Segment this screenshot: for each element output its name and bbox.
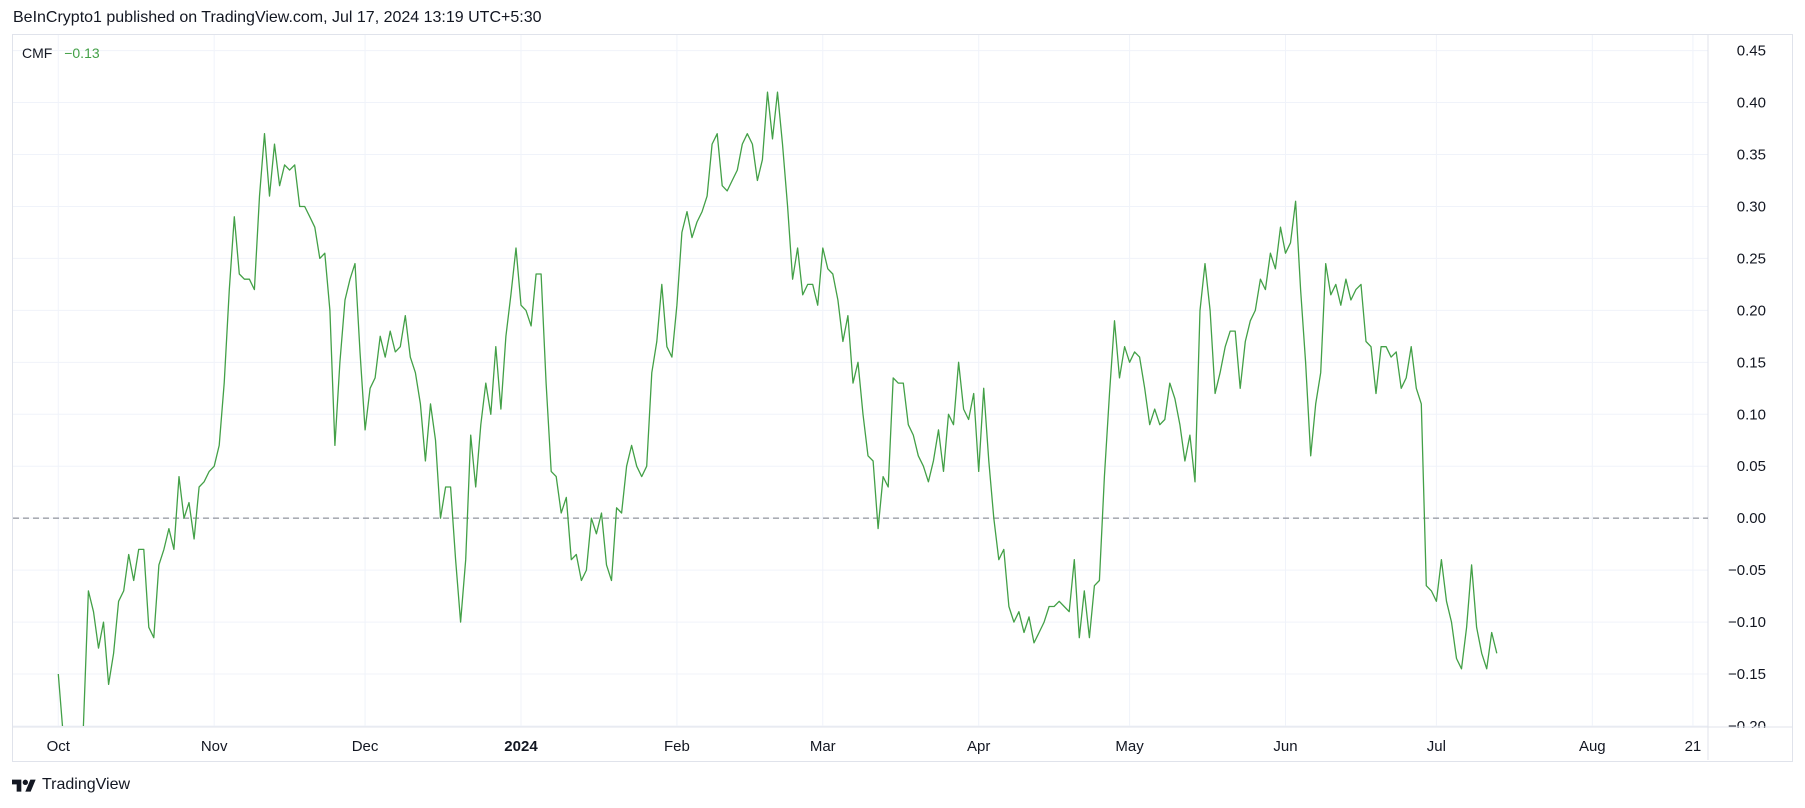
y-tick-label: 0.20 <box>1737 302 1766 319</box>
x-tick-label: May <box>1115 738 1144 755</box>
x-tick-label: Feb <box>664 738 690 755</box>
publisher-caption: BeInCrypto1 published on TradingView.com… <box>13 9 542 26</box>
y-tick-label: 0.15 <box>1737 354 1766 371</box>
y-tick-label: 0.25 <box>1737 250 1766 267</box>
axis-mask <box>1709 728 1792 760</box>
y-tick-label: 0.30 <box>1737 198 1766 215</box>
x-tick-label: 2024 <box>504 738 538 755</box>
cmf-series-line[interactable] <box>57 91 1498 757</box>
x-tick-label: Oct <box>47 738 71 755</box>
x-tick-label: Dec <box>352 738 379 755</box>
y-tick-label: 0.10 <box>1737 406 1766 423</box>
y-tick-label: 0.40 <box>1737 95 1766 112</box>
indicator-legend: CMF −0.13 <box>22 45 100 61</box>
y-tick-label: −0.15 <box>1728 666 1766 683</box>
x-tick-label: Jun <box>1273 738 1297 755</box>
x-tick-label: Nov <box>201 738 228 755</box>
y-tick-label: 0.00 <box>1737 510 1766 527</box>
indicator-name: CMF <box>22 45 53 61</box>
y-tick-label: 0.05 <box>1737 458 1766 475</box>
x-tick-label: 21 <box>1685 738 1702 755</box>
y-tick-label: −0.10 <box>1728 614 1766 631</box>
chart-frame <box>12 34 1793 762</box>
tradingview-logo-icon <box>12 779 36 792</box>
x-tick-label: Aug <box>1579 738 1606 755</box>
x-tick-label: Mar <box>810 738 836 755</box>
x-tick-label: Jul <box>1427 738 1446 755</box>
y-tick-label: 0.45 <box>1737 43 1766 60</box>
y-tick-label: 0.35 <box>1737 146 1766 163</box>
y-tick-label: −0.05 <box>1728 562 1766 579</box>
indicator-value: −0.13 <box>64 45 100 61</box>
x-tick-label: Apr <box>967 738 990 755</box>
brand-name: TradingView <box>42 776 131 793</box>
tradingview-brand[interactable]: TradingView <box>12 776 130 794</box>
